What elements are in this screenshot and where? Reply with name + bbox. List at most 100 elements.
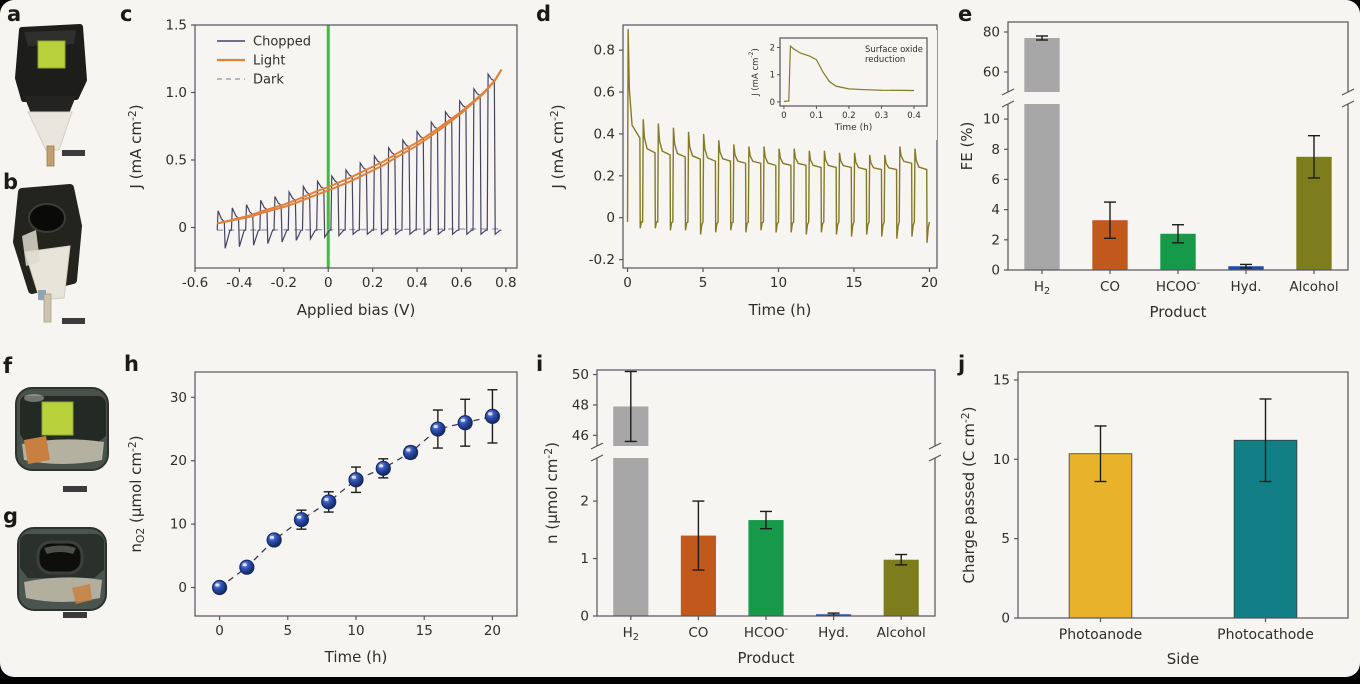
svg-text:Applied bias (V): Applied bias (V) — [297, 301, 416, 319]
svg-text:1.5: 1.5 — [166, 18, 187, 34]
svg-text:Time (h): Time (h) — [748, 301, 812, 319]
svg-text:Hyd.: Hyd. — [818, 625, 849, 641]
svg-text:nO2 (µmol cm-2): nO2 (µmol cm-2) — [126, 435, 147, 552]
svg-text:Charge passed (C cm-2): Charge passed (C cm-2) — [959, 406, 978, 583]
panel-label-b: b — [3, 170, 19, 194]
svg-text:2: 2 — [991, 232, 1000, 248]
svg-text:80: 80 — [983, 25, 1000, 41]
svg-text:0.5: 0.5 — [166, 153, 187, 169]
svg-text:0.8: 0.8 — [594, 43, 615, 59]
svg-text:1: 1 — [770, 71, 775, 81]
panel-j-chart: 0 5 10 15 Photoanode Photocathode Side Charge p… — [950, 350, 1360, 684]
panel-label-i: i — [536, 352, 544, 376]
scale-bar — [62, 318, 85, 324]
scale-bar — [63, 612, 87, 618]
svg-text:0.2: 0.2 — [842, 111, 856, 121]
svg-text:1.0: 1.0 — [166, 85, 187, 101]
svg-text:0.2: 0.2 — [594, 168, 615, 184]
svg-text:0: 0 — [781, 111, 786, 121]
svg-text:H2: H2 — [623, 625, 639, 643]
svg-text:HCOO-: HCOO- — [1156, 278, 1201, 295]
svg-text:0: 0 — [580, 609, 589, 625]
svg-text:20: 20 — [921, 275, 938, 291]
svg-text:0.3: 0.3 — [875, 111, 889, 121]
svg-text:J (mA cm-2): J (mA cm-2) — [748, 48, 761, 97]
perovskite-pixel — [37, 40, 66, 69]
svg-text:0.6: 0.6 — [451, 275, 472, 291]
svg-text:Dark: Dark — [253, 73, 284, 88]
svg-text:Surface oxide: Surface oxide — [865, 45, 923, 55]
svg-text:0.4: 0.4 — [406, 275, 427, 291]
svg-text:30: 30 — [170, 390, 187, 406]
svg-text:J (mA cm-2): J (mA cm-2) — [548, 104, 567, 189]
svg-text:20: 20 — [170, 453, 187, 469]
svg-text:0: 0 — [770, 98, 775, 108]
svg-text:15: 15 — [845, 275, 862, 291]
svg-text:Alcohol: Alcohol — [1289, 279, 1338, 295]
svg-text:Alcohol: Alcohol — [877, 625, 926, 641]
svg-text:HCOO-: HCOO- — [744, 624, 789, 641]
svg-text:5: 5 — [1001, 531, 1010, 547]
svg-text:reduction: reduction — [865, 55, 905, 65]
svg-text:Side: Side — [1167, 650, 1199, 668]
svg-text:0: 0 — [1001, 611, 1010, 627]
svg-text:0: 0 — [623, 275, 632, 291]
svg-text:10: 10 — [993, 452, 1010, 468]
panel-label-j: j — [958, 352, 966, 376]
svg-text:15: 15 — [416, 623, 433, 639]
svg-text:0.1: 0.1 — [810, 111, 824, 121]
svg-text:J (mA cm-2): J (mA cm-2) — [126, 104, 145, 189]
svg-text:0: 0 — [178, 580, 187, 596]
svg-text:CO: CO — [1100, 279, 1120, 295]
svg-text:20: 20 — [484, 623, 501, 639]
svg-text:-0.6: -0.6 — [182, 275, 208, 291]
svg-text:50: 50 — [572, 367, 589, 383]
svg-text:H2: H2 — [1034, 279, 1050, 297]
svg-text:10: 10 — [983, 112, 1000, 128]
photo-a — [15, 24, 87, 167]
svg-text:Light: Light — [253, 54, 285, 69]
panel-c-chart: -0.6 -0.4 -0.2 0 0.2 0.4 0.6 0.8 0 0.5 1.0 1.5 Appli… — [115, 0, 535, 335]
panel-e-chart: 60 80 0 2 4 6 8 10 H2 CO HCOO- Hyd. Alcohol Product FE… — [950, 0, 1360, 335]
svg-text:0: 0 — [178, 220, 187, 236]
svg-text:8: 8 — [991, 142, 1000, 158]
panel-i-chart: 46 48 50 0 1 2 H2 CO HCOO- Hyd. Alcohol Product n (µ… — [535, 350, 950, 684]
panel-label-e: e — [958, 2, 973, 26]
svg-text:CO: CO — [688, 625, 708, 641]
svg-text:Time (h): Time (h) — [834, 123, 873, 133]
svg-text:5: 5 — [283, 623, 292, 639]
svg-text:0: 0 — [606, 210, 615, 226]
scale-bar — [63, 486, 87, 492]
photo-b — [13, 184, 85, 324]
svg-text:0: 0 — [324, 275, 333, 291]
svg-text:Hyd.: Hyd. — [1230, 279, 1261, 295]
scale-bar — [62, 150, 85, 156]
photo-f — [15, 387, 109, 492]
svg-text:2: 2 — [770, 44, 775, 54]
perovskite-pixel — [41, 401, 74, 436]
svg-text:1: 1 — [580, 551, 589, 567]
panel-label-h: h — [124, 352, 139, 376]
svg-text:0.4: 0.4 — [594, 126, 615, 142]
svg-text:46: 46 — [572, 428, 589, 444]
svg-text:-0.2: -0.2 — [589, 252, 615, 268]
svg-text:Photocathode: Photocathode — [1217, 627, 1314, 643]
photo-column — [0, 0, 115, 684]
svg-text:0: 0 — [215, 623, 224, 639]
panel-h-chart: 0 5 10 15 20 0 10 20 30 Time (h) nO2 (µmol cm-2) — [115, 350, 535, 684]
svg-text:5: 5 — [699, 275, 708, 291]
panel-d-chart: 0 5 10 15 20 -0.2 0 0.2 0.4 0.6 0.8 Time (h) J (mA c… — [535, 0, 950, 335]
svg-text:60: 60 — [983, 65, 1000, 81]
svg-text:Chopped: Chopped — [253, 35, 311, 50]
photo-g — [17, 527, 107, 618]
svg-text:FE (%): FE (%) — [958, 122, 976, 171]
svg-text:10: 10 — [347, 623, 364, 639]
panel-label-c: c — [120, 2, 133, 26]
svg-text:10: 10 — [170, 517, 187, 533]
svg-text:Product: Product — [738, 649, 795, 667]
svg-text:10: 10 — [770, 275, 787, 291]
svg-text:0.8: 0.8 — [495, 275, 516, 291]
svg-text:n (µmol cm-2): n (µmol cm-2) — [542, 442, 561, 544]
panel-label-g: g — [3, 504, 19, 528]
